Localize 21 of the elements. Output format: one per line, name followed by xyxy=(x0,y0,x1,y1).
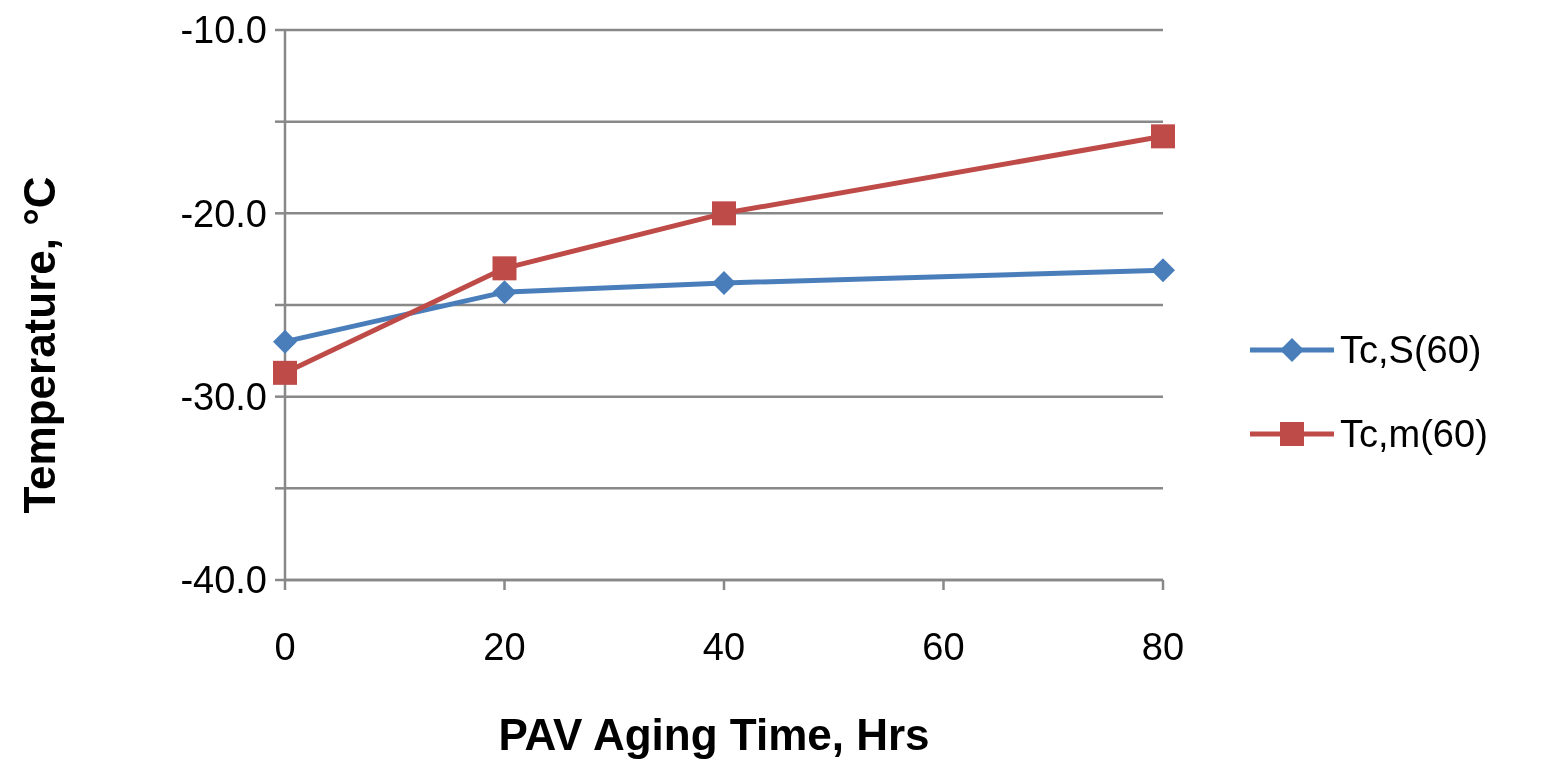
y-axis-title: Temperature, °C xyxy=(15,176,64,514)
point xyxy=(273,329,297,354)
y-tick-label: -40.0 xyxy=(180,559,267,602)
point xyxy=(492,256,517,281)
x-tick-label: 40 xyxy=(702,626,746,668)
x-tick-label: 80 xyxy=(1141,626,1185,668)
x-tick-label: 60 xyxy=(922,626,965,668)
point xyxy=(1151,124,1175,149)
legend-label: Tc,S(60) xyxy=(1340,329,1482,372)
point xyxy=(712,201,736,226)
point xyxy=(273,360,297,385)
y-tick-label: -10.0 xyxy=(180,9,267,52)
x-tick-label: 0 xyxy=(274,626,296,668)
point xyxy=(712,271,736,295)
legend-label: Tc,m(60) xyxy=(1340,413,1488,456)
y-tick-label: -30.0 xyxy=(180,375,267,418)
x-tick-label: 20 xyxy=(483,626,526,668)
y-tick-label: -20.0 xyxy=(180,192,267,235)
point xyxy=(1151,258,1175,283)
x-axis-title: PAV Aging Time, Hrs xyxy=(498,710,930,759)
point xyxy=(492,280,517,305)
